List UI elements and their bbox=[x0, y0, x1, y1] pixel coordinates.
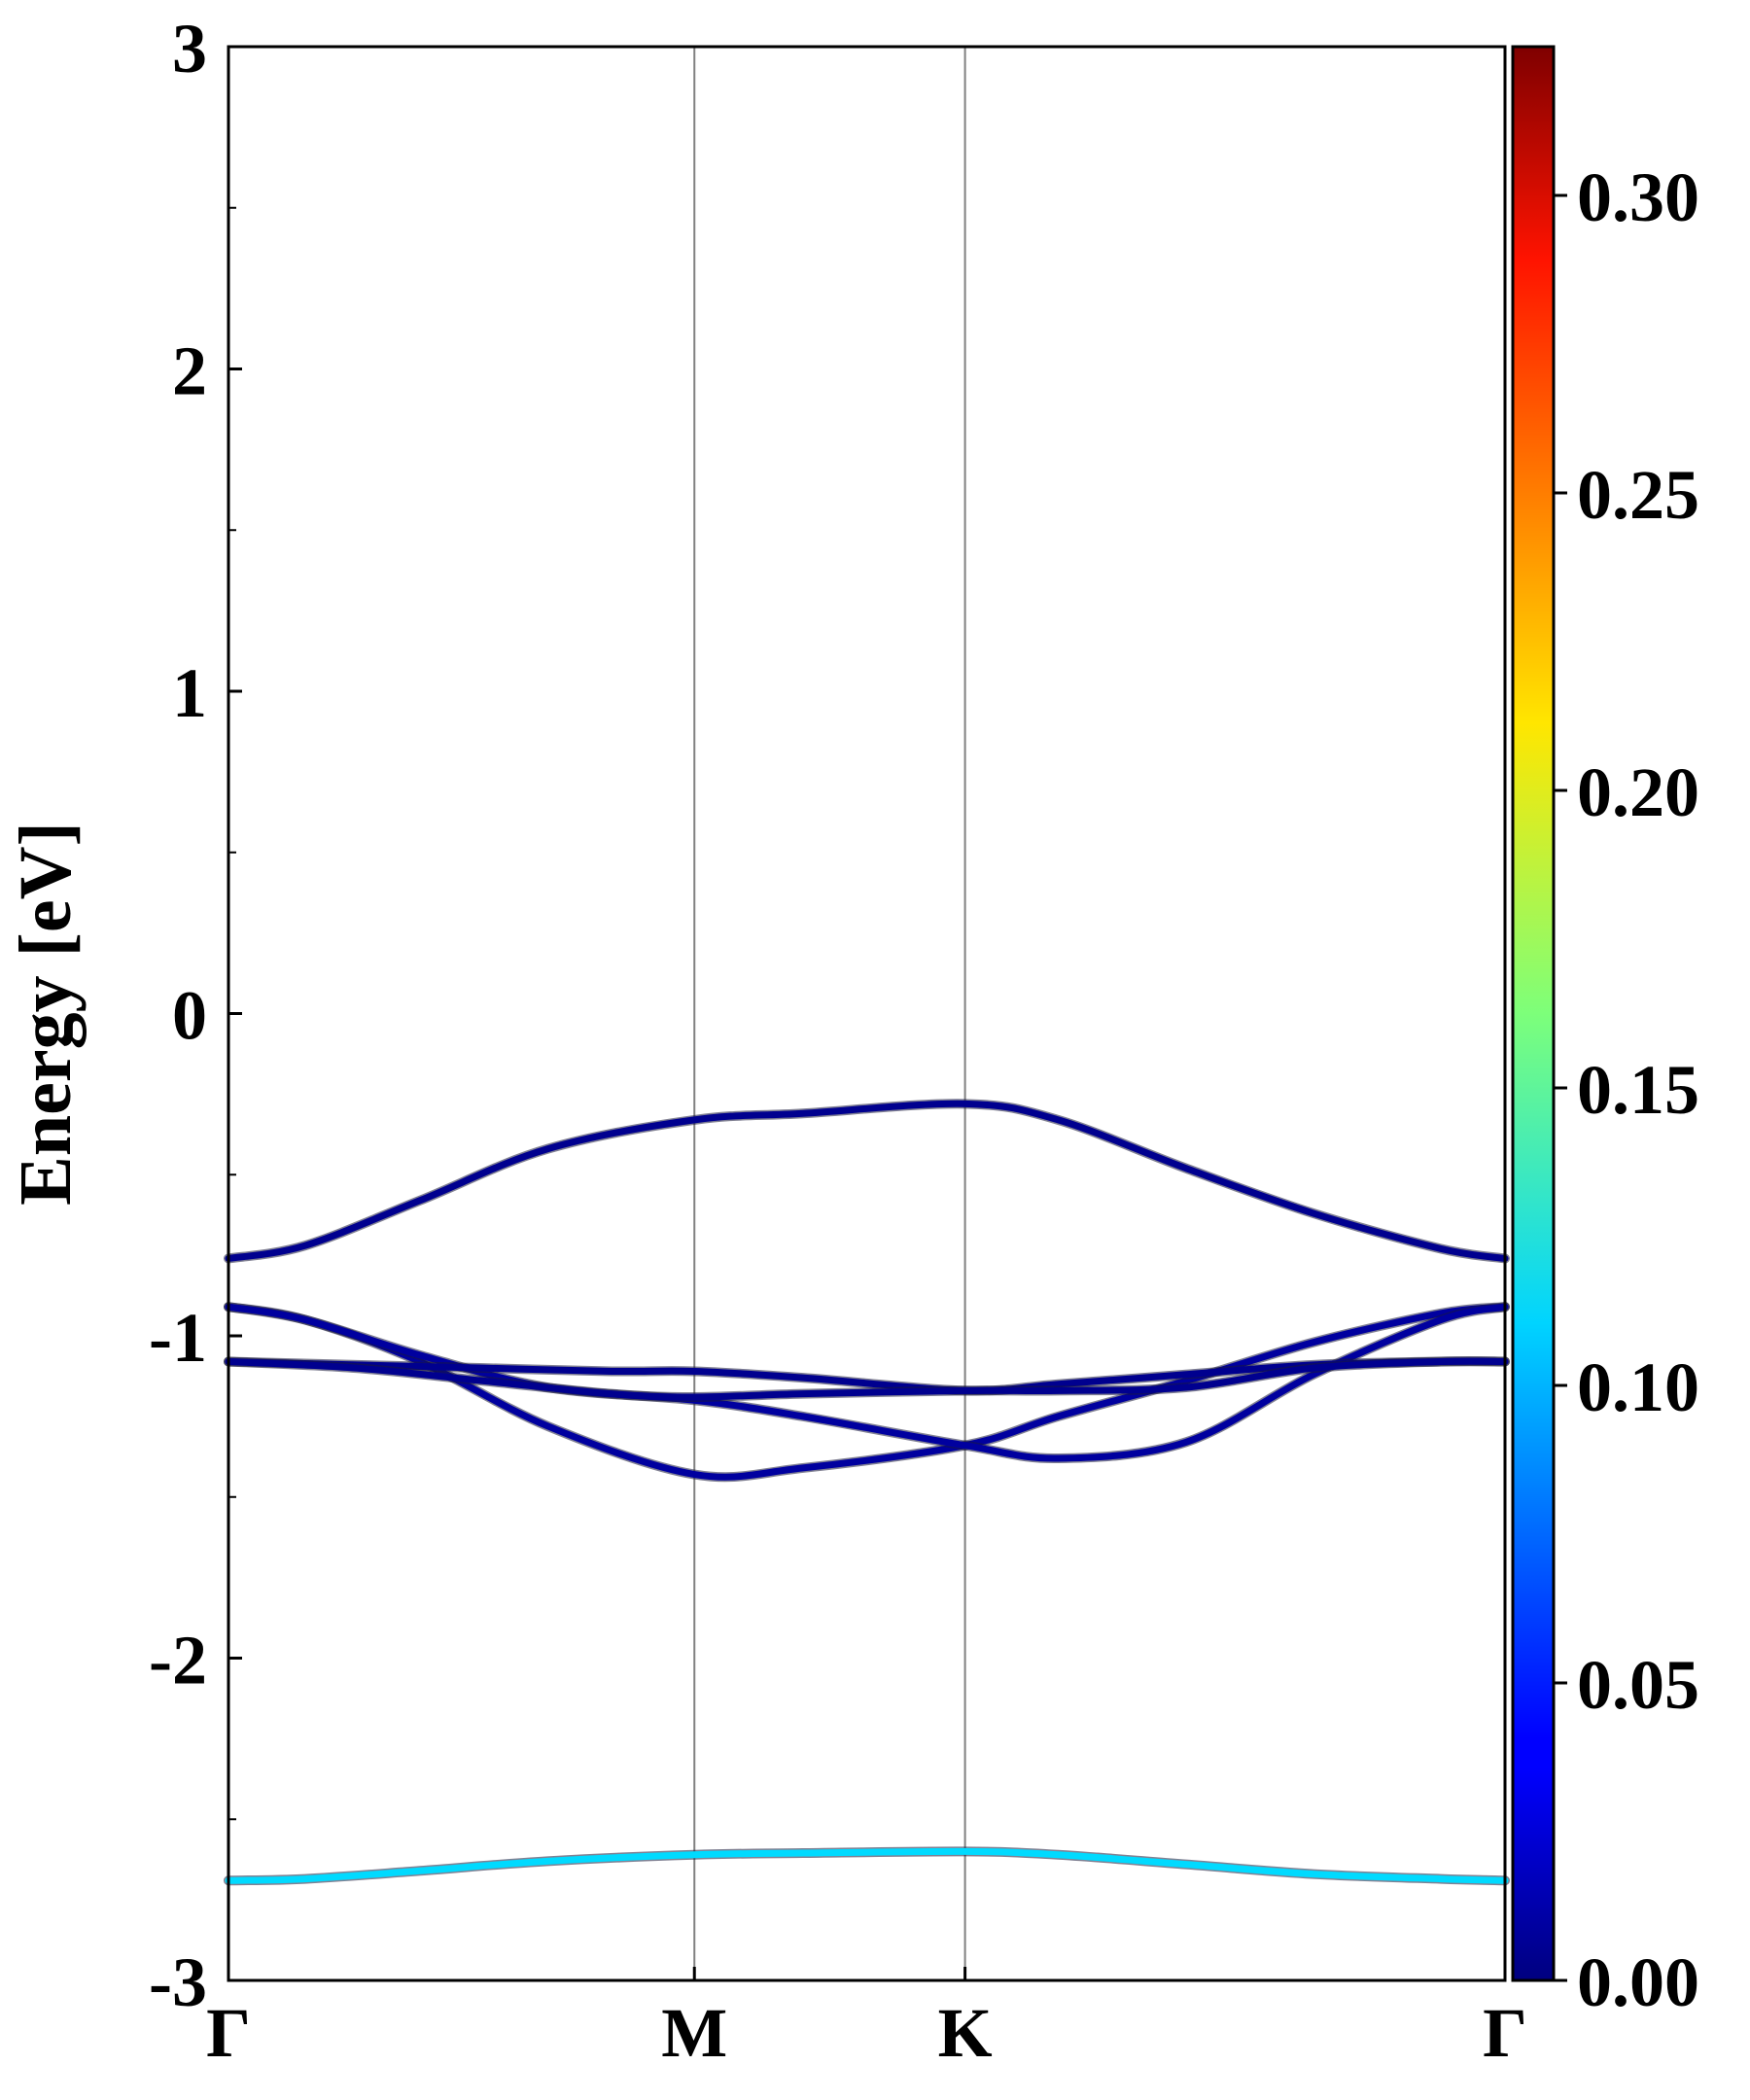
colorbar-ticks: 0.00 0.05 0.10 0.15 0.20 0.25 0.30 bbox=[1554, 158, 1699, 2021]
y-tick-label: 1 bbox=[172, 654, 207, 732]
y-axis-ticks: -3 -2 -1 0 1 2 3 bbox=[149, 10, 242, 2021]
colorbar-tick-label: 0.05 bbox=[1577, 1646, 1699, 1724]
colorbar-tick-label: 0.30 bbox=[1577, 158, 1699, 236]
y-tick-label: 3 bbox=[172, 10, 207, 88]
colorbar-tick-label: 0.15 bbox=[1577, 1051, 1699, 1129]
y-tick-label: 0 bbox=[172, 977, 207, 1055]
band-line bbox=[225, 1847, 1509, 1884]
y-tick-label: 2 bbox=[172, 332, 207, 410]
x-tick-label: Γ bbox=[206, 1994, 251, 2072]
y-tick-label: -2 bbox=[149, 1622, 207, 1699]
band-line bbox=[225, 1303, 1509, 1462]
band-line bbox=[225, 1357, 1509, 1401]
x-tick-label: K bbox=[938, 1994, 993, 2072]
colorbar-tick-label: 0.20 bbox=[1577, 753, 1699, 831]
band-series bbox=[224, 1099, 1510, 1886]
colorbar-tick-label: 0.00 bbox=[1577, 1943, 1699, 2021]
y-tick-label: -1 bbox=[149, 1299, 207, 1377]
colorbar bbox=[1511, 45, 1556, 1982]
y-tick-label: -3 bbox=[149, 1943, 207, 2021]
x-tick-label: M bbox=[661, 1994, 727, 2072]
high-symmetry-lines bbox=[693, 47, 966, 1980]
colorbar-tick-label: 0.10 bbox=[1577, 1348, 1699, 1426]
x-tick-label: Γ bbox=[1483, 1994, 1527, 2072]
y-axis-title: Energy [eV] bbox=[5, 822, 87, 1206]
band-line bbox=[225, 1100, 1509, 1262]
colorbar-tick-label: 0.25 bbox=[1577, 456, 1699, 534]
